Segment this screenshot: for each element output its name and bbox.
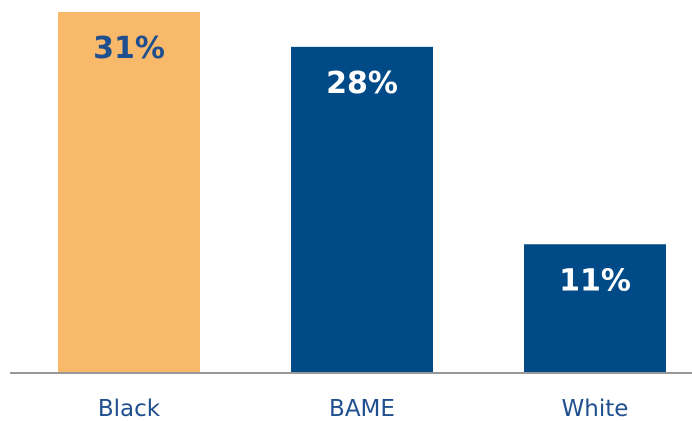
value-label-black: 31% (93, 31, 165, 66)
value-label-white: 11% (559, 263, 631, 298)
bar-bame (291, 46, 433, 372)
bars-group (58, 12, 666, 372)
labels-group: 31% Black 28% BAME 11% White (93, 31, 631, 421)
bar-white (524, 244, 666, 372)
value-label-bame: 28% (326, 66, 398, 101)
bar-black (58, 12, 200, 372)
category-label-black: Black (98, 396, 161, 421)
category-label-white: White (562, 396, 629, 421)
category-label-bame: BAME (329, 396, 395, 421)
